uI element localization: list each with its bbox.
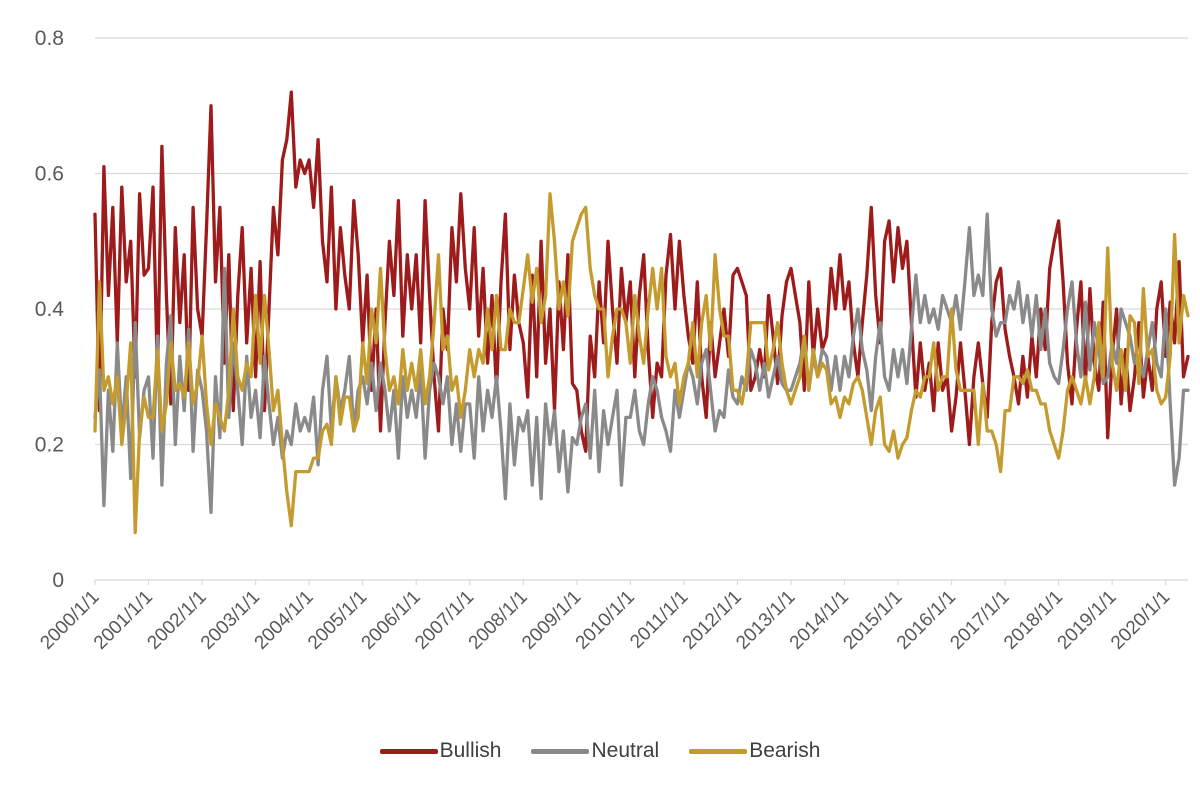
legend-label-bearish: Bearish: [749, 739, 821, 762]
y-tick-label: 0.8: [35, 27, 64, 50]
legend-label-bullish: Bullish: [439, 739, 502, 762]
legend: Bullish Neutral Bearish: [0, 739, 1200, 763]
neutral-line-swatch: [531, 748, 590, 754]
bearish-line-swatch: [689, 748, 748, 754]
chart-plot-area: 00.20.40.60.82000/1/12001/1/12002/1/1200…: [35, 27, 1190, 654]
legend-item-bullish: Bullish: [379, 739, 502, 763]
legend-label-neutral: Neutral: [591, 739, 660, 762]
x-tick-label: 2010/1/1: [572, 587, 639, 654]
legend-item-bearish: Bearish: [689, 739, 820, 763]
legend-item-neutral: Neutral: [531, 739, 659, 763]
y-tick-label: 0.2: [35, 434, 64, 457]
x-tick-label: 2020/1/1: [1107, 587, 1174, 654]
series-line-bearish: [93, 192, 1190, 535]
series-line-neutral: [93, 212, 1190, 514]
y-tick-label: 0.4: [35, 298, 65, 321]
y-tick-label: 0: [52, 569, 64, 592]
series-line-bullish: [93, 90, 1190, 453]
bullish-line-swatch: [379, 748, 438, 754]
y-tick-label: 0.6: [35, 163, 64, 186]
